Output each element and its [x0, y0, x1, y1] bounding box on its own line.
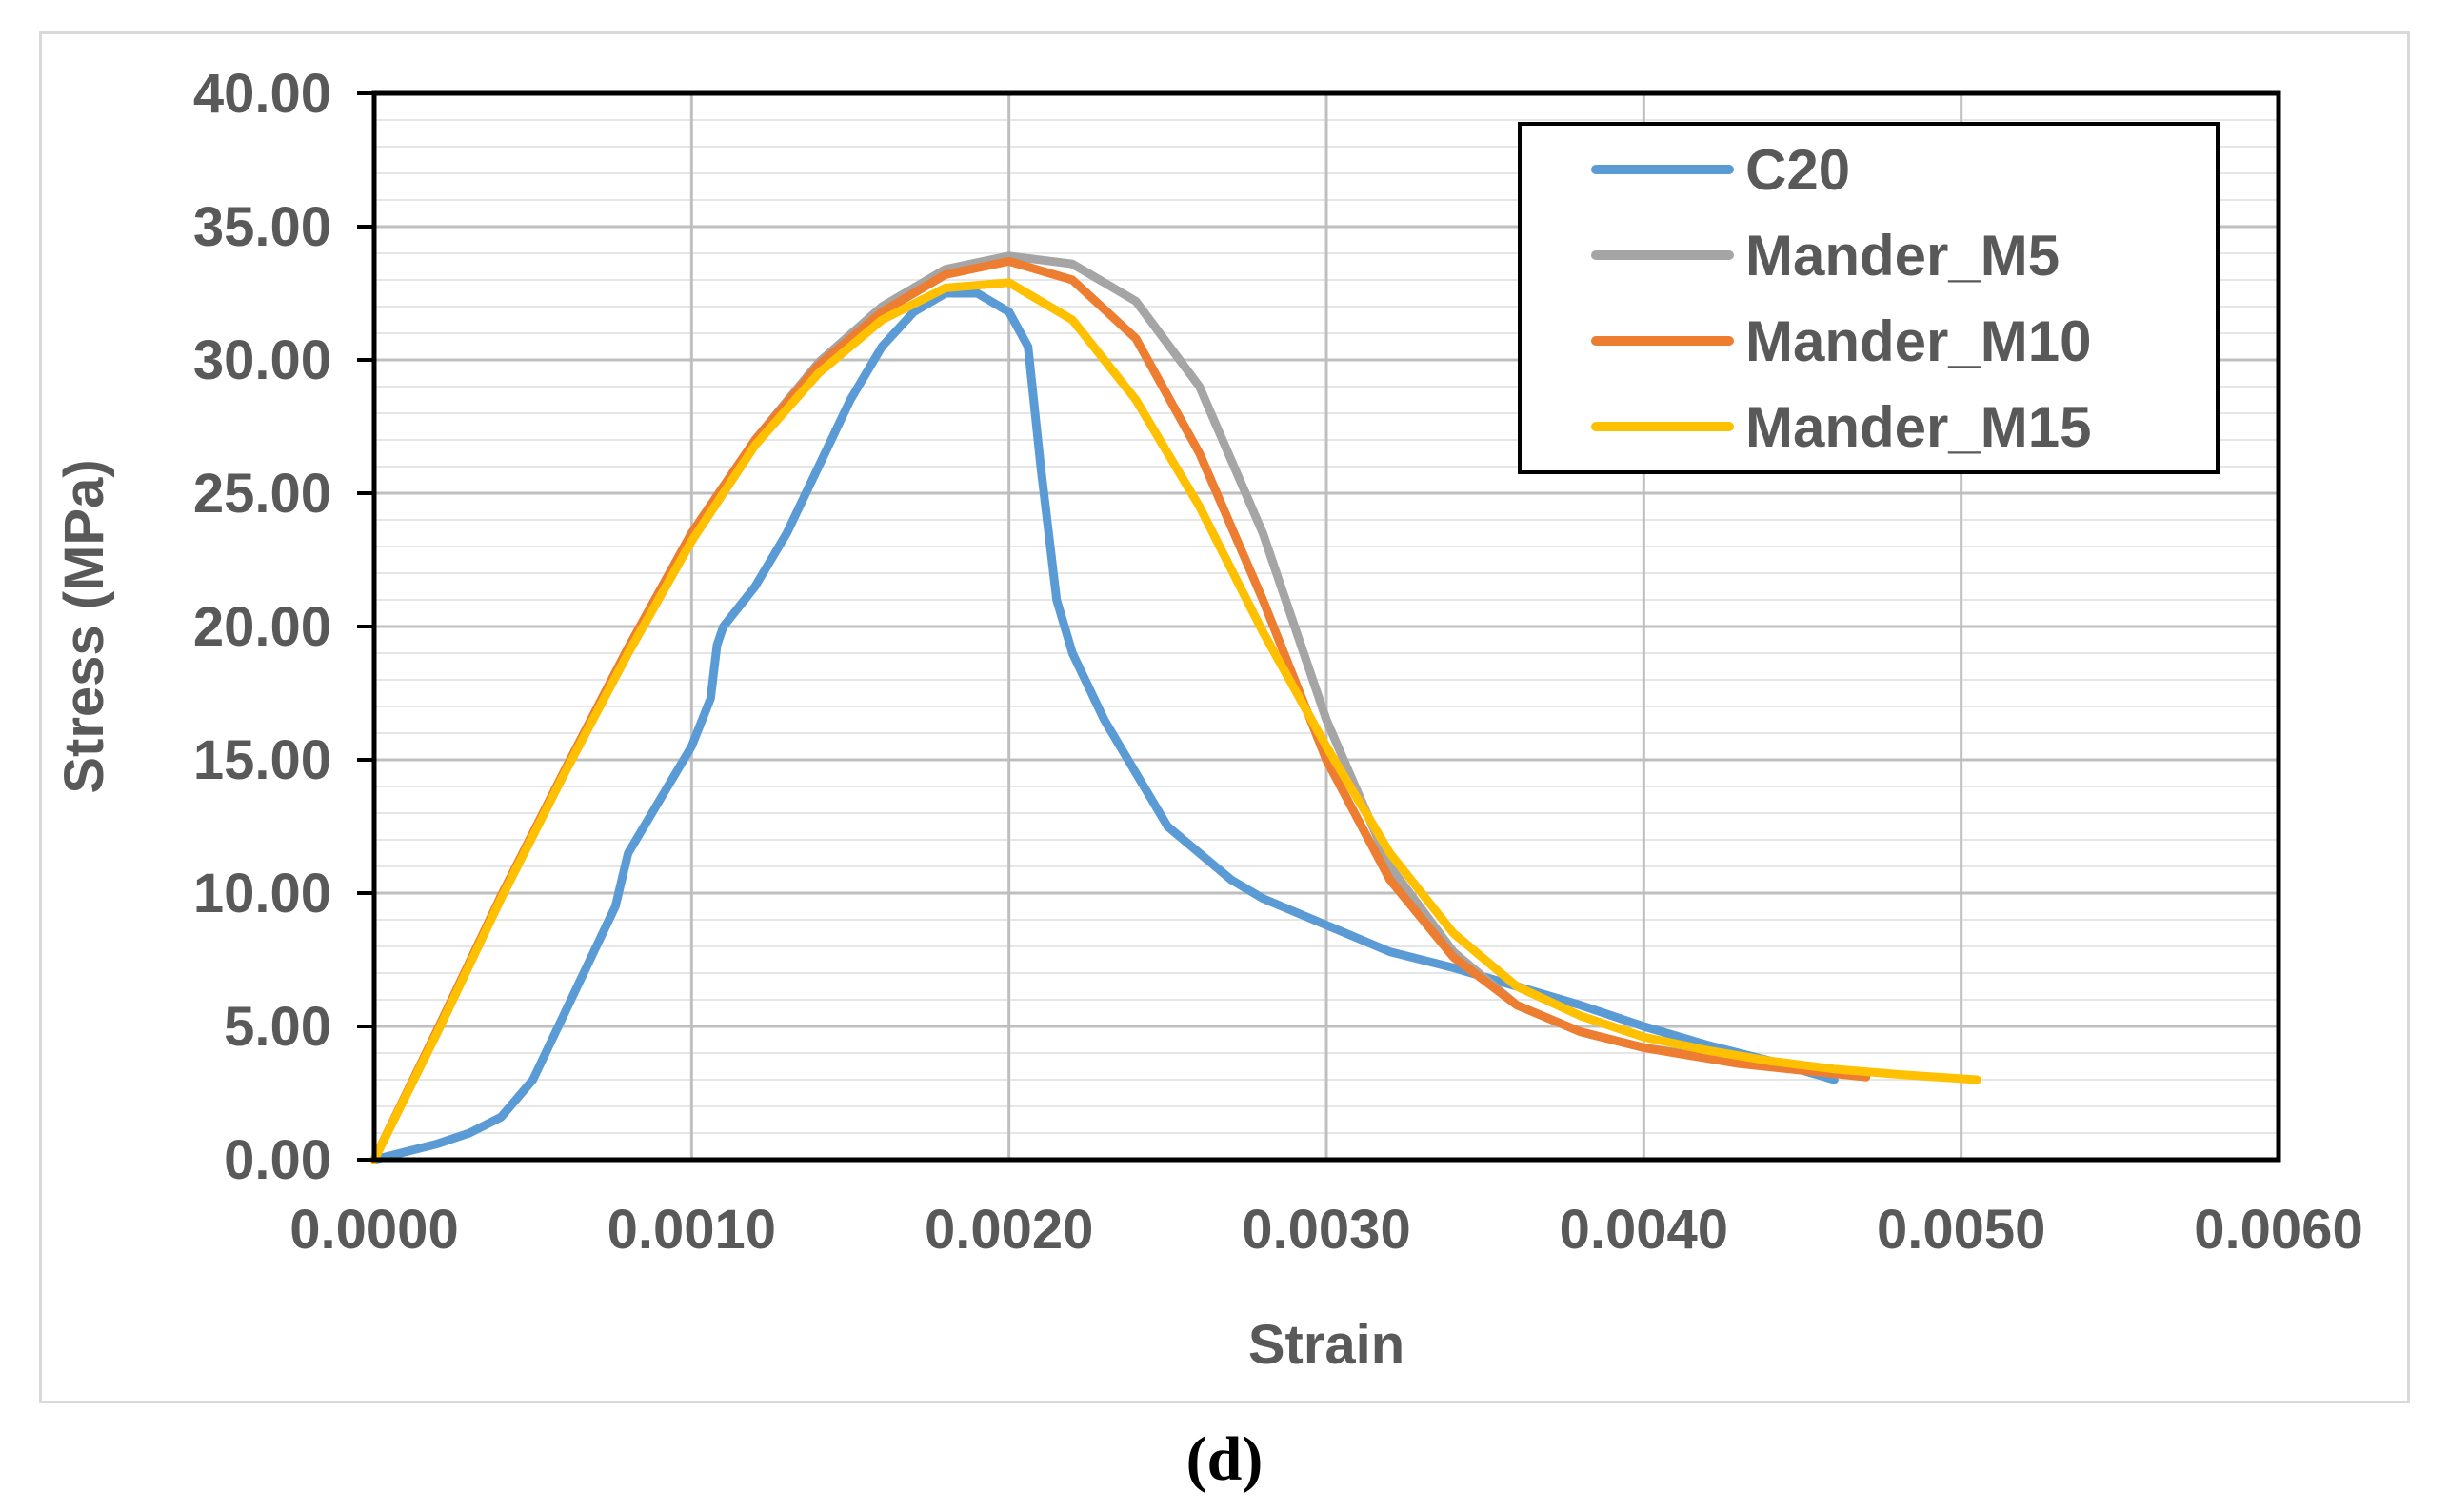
y-tick-label: 0.00	[224, 1129, 331, 1191]
y-tick-label: 35.00	[193, 196, 331, 258]
legend-label-c20: C20	[1745, 138, 1850, 202]
series-line-c20	[369, 288, 1839, 1164]
legend-label-mander-m10: Mander_M10	[1745, 309, 2091, 373]
y-tick-label: 30.00	[193, 329, 331, 391]
y-tick-label: 10.00	[193, 863, 331, 925]
x-tick-label: 0.0010	[607, 1199, 776, 1261]
legend-label-mander-m15: Mander_M15	[1745, 395, 2091, 459]
x-tick-label: 0.0050	[1877, 1199, 2045, 1261]
x-tick-label: 0.0030	[1242, 1199, 1410, 1261]
figure-caption: (d)	[1185, 1424, 1264, 1494]
y-tick-label: 15.00	[193, 729, 331, 791]
x-tick-label: 0.0040	[1560, 1199, 1728, 1261]
series-lines	[369, 251, 1981, 1164]
y-tick-label: 20.00	[193, 596, 331, 658]
legend-box	[1518, 122, 2220, 474]
y-tick-label: 25.00	[193, 463, 331, 525]
y-axis-title: Stress (MPa)	[53, 459, 115, 793]
y-axis-ticks: 0.00 5.00 10.00 15.00 20.00 25.00 30.00 35.00 40…	[193, 63, 374, 1191]
series-line-mander-m15	[369, 278, 1981, 1164]
x-tick-label: 0.0060	[2194, 1199, 2362, 1261]
x-tick-label: 0.0020	[925, 1199, 1093, 1261]
legend-label-mander-m5: Mander_M5	[1745, 224, 2060, 288]
x-axis-ticks: 0.0000 0.0010 0.0020 0.0030 0.0040 0.0050 0.00…	[289, 1199, 2362, 1261]
y-tick-label: 40.00	[193, 63, 331, 125]
y-tick-label: 5.00	[224, 996, 331, 1058]
x-tick-label: 0.0000	[289, 1199, 458, 1261]
legend: C20 Mander_M5 Mander_M10 Mander_M15	[1518, 122, 2220, 474]
x-axis-title: Strain	[1248, 1314, 1404, 1376]
